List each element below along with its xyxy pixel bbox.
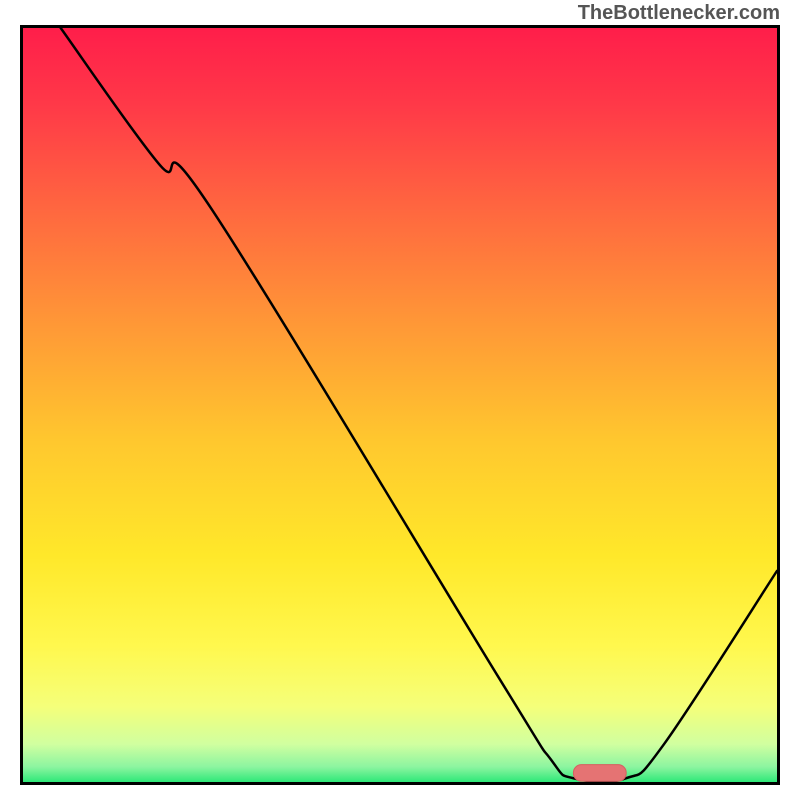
watermark-text: TheBottlenecker.com — [578, 2, 780, 25]
optimal-marker — [573, 765, 626, 782]
gradient-background — [23, 28, 777, 782]
chart-svg — [23, 28, 777, 782]
plot-area — [23, 28, 777, 782]
